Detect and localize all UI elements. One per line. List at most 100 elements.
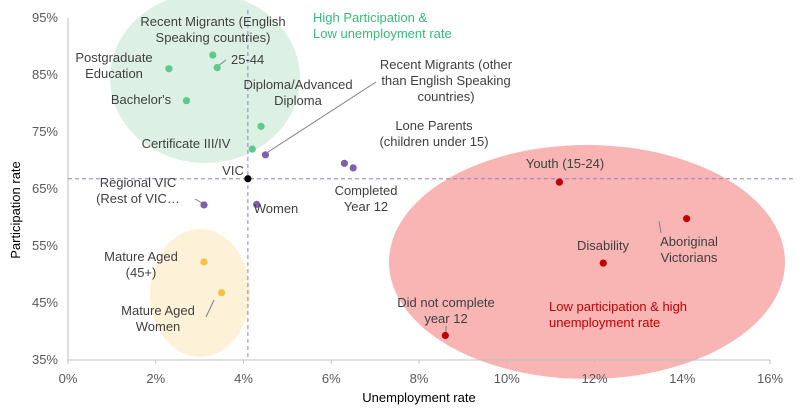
label-line: (45+) — [126, 265, 157, 280]
label-line: Mature Aged — [104, 249, 178, 264]
region-label-line: High Participation & — [313, 10, 427, 25]
leader-recent-migrants-other-than-english-speaking-countries — [267, 81, 377, 153]
leader-mature-aged-women — [205, 299, 215, 318]
label-line: Aboriginal — [660, 234, 718, 249]
label-vic: VIC — [222, 163, 244, 178]
label-line: countries) — [417, 89, 474, 104]
label-lone-parents-children-under-15: Lone Parents (children under 15) — [379, 118, 488, 149]
label-completed-year-12: Completed Year 12 — [335, 183, 398, 214]
region-label-line: unemployment rate — [549, 315, 660, 330]
label-line: VIC — [222, 163, 244, 178]
axes-layer: 0% 2% 4% 6% 8% 10% 12% 14% 16% 35% 45% 55% 65% 75% 85%… — [32, 10, 793, 386]
x-tick-label: 10% — [494, 371, 520, 386]
label-line: Lone Parents — [395, 118, 473, 133]
y-tick-label: 65% — [32, 181, 58, 196]
label-line: Women — [136, 319, 181, 334]
x-tick-label: 14% — [669, 371, 695, 386]
labels-layer: Recent Migrants (English Speaking countri… — [75, 10, 718, 334]
x-tick-label: 2% — [146, 371, 165, 386]
label-women: Women — [254, 201, 299, 216]
label-25-44: 25-44 — [231, 52, 264, 67]
point-did-not-complete-year-12 — [441, 331, 449, 340]
label-line: Year 12 — [344, 199, 388, 214]
label-aboriginal-victorians: Aboriginal Victorians — [660, 234, 718, 265]
label-line: Did not complete — [397, 295, 495, 310]
label-line: Postgraduate — [75, 50, 152, 65]
y-tick-label: 95% — [32, 10, 58, 25]
label-diploma-advanced-diploma: Diploma/Advanced Diploma — [243, 77, 352, 108]
region-mature-aged — [150, 229, 250, 357]
y-tick-label: 75% — [32, 124, 58, 139]
label-line: Youth (15-24) — [526, 156, 604, 171]
y-tick-label: 85% — [32, 67, 58, 82]
label-line: year 12 — [424, 311, 467, 326]
label-line: (Rest of VIC… — [96, 191, 180, 206]
region-label-low-participation-high-unemployment: Low participation & high unemployment rat… — [549, 299, 687, 330]
point-25-44 — [213, 63, 221, 72]
region-label-high-participation-low-unemployment: High Participation & Low unemployment rat… — [313, 10, 452, 41]
label-line: Education — [85, 66, 143, 81]
x-tick-label: 4% — [234, 371, 253, 386]
y-axis-title: Participation rate — [8, 161, 23, 259]
label-line: Speaking countries) — [156, 30, 271, 45]
label-line: Diploma — [274, 93, 322, 108]
point-women — [253, 200, 261, 208]
point-recent-migrants-english-speaking-countries — [209, 51, 217, 59]
x-tick-label: 12% — [581, 371, 607, 386]
points-layer — [165, 51, 691, 340]
point-postgraduate-education — [165, 65, 173, 73]
x-axis-title: Unemployment rate — [362, 390, 475, 405]
y-tick-label: 35% — [32, 352, 58, 367]
label-recent-migrants-other-than-english-speaking-countries: Recent Migrants (other than English Speak… — [380, 57, 513, 104]
x-tick-label: 16% — [757, 371, 783, 386]
label-bachelor-s: Bachelor's — [111, 92, 172, 107]
label-line: Women — [254, 201, 299, 216]
region-low-participation-high-unemployment — [389, 145, 785, 379]
label-regional-vic-rest-of-vic: Regional VIC (Rest of VIC… — [96, 175, 180, 206]
region-label-line: Low unemployment rate — [313, 26, 452, 41]
label-line: Regional VIC — [100, 175, 177, 190]
label-line: Certificate III/IV — [142, 136, 231, 151]
x-tick-label: 6% — [322, 371, 341, 386]
label-postgraduate-education: Postgraduate Education — [75, 50, 152, 81]
label-line: Completed — [335, 183, 398, 198]
label-line: than English Speaking — [381, 73, 510, 88]
point-lone-parents-children-under-15 — [340, 159, 349, 167]
point-disability — [599, 259, 607, 267]
label-line: Recent Migrants (other — [380, 57, 513, 72]
label-line: 25-44 — [231, 52, 264, 67]
label-line: (children under 15) — [379, 134, 488, 149]
y-tick-label: 55% — [32, 238, 58, 253]
point-bachelor-s — [182, 97, 191, 105]
point-certificate-iii-iv — [248, 145, 256, 153]
label-line: Diploma/Advanced — [243, 77, 352, 92]
label-line: Mature Aged — [121, 303, 195, 318]
leader-aboriginal-victorians — [658, 220, 662, 234]
point-mature-aged-women — [217, 289, 226, 297]
label-line: Victorians — [661, 250, 718, 265]
label-mature-aged-45: Mature Aged (45+) — [104, 249, 178, 280]
label-line: Recent Migrants (English — [140, 14, 285, 29]
point-regional-vic-rest-of-vic — [200, 201, 208, 209]
point-mature-aged-45 — [200, 258, 208, 266]
point-vic — [244, 175, 252, 183]
label-disability: Disability — [577, 238, 630, 253]
label-line: Bachelor's — [111, 92, 172, 107]
label-line: Disability — [577, 238, 630, 253]
region-label-line: Low participation & high — [549, 299, 687, 314]
point-completed-year-12 — [349, 164, 357, 172]
leader-regional-vic-rest-of-vic — [194, 198, 203, 204]
y-tick-label: 45% — [32, 295, 58, 310]
regions-layer — [110, 0, 785, 379]
label-did-not-complete-year-12: Did not complete year 12 — [397, 295, 495, 326]
region-high-participation-low-unemployment — [110, 0, 300, 163]
x-tick-label: 0% — [59, 371, 78, 386]
x-tick-label: 8% — [410, 371, 429, 386]
point-aboriginal-victorians — [683, 215, 691, 223]
label-certificate-iii-iv: Certificate III/IV — [142, 136, 231, 151]
point-youth-15-24 — [555, 178, 564, 186]
label-recent-migrants-english-speaking-countries: Recent Migrants (English Speaking countri… — [140, 14, 285, 45]
label-mature-aged-women: Mature Aged Women — [121, 303, 195, 334]
point-recent-migrants-other-than-english-speaking-countries — [261, 151, 270, 159]
